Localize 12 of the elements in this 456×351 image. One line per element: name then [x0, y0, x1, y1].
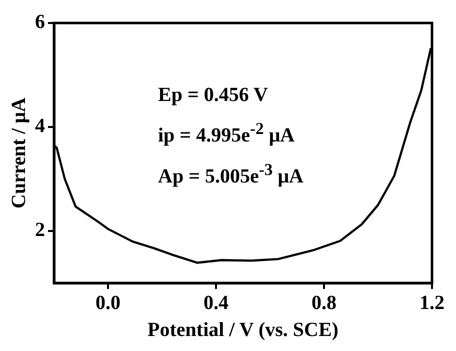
y-tick-label: 6 — [35, 11, 45, 34]
x-tick-label: 1.2 — [420, 292, 444, 314]
annotation: Ep = 0.456 V — [158, 83, 269, 108]
y-tick-label: 2 — [35, 219, 45, 242]
annotation: Ap = 5.005e$^{-3}$ μA — [158, 158, 304, 190]
x-tick-label: 0.8 — [312, 292, 336, 314]
x-tick-label: 0.4 — [204, 292, 228, 314]
x-axis-title: Potential / V (vs. SCE) — [148, 319, 338, 342]
y-axis-title: Current / μA — [8, 96, 30, 208]
x-tick-label: 0.0 — [96, 292, 120, 314]
annotation: ip = 4.995e$^{-2}$ μA — [158, 118, 296, 149]
y-tick-label: 4 — [35, 115, 45, 138]
